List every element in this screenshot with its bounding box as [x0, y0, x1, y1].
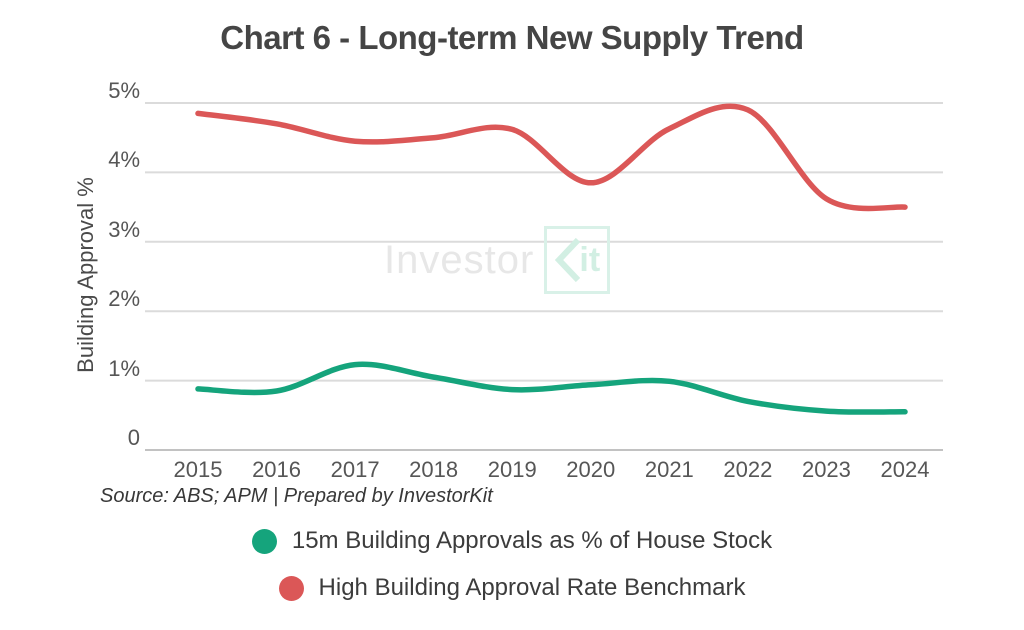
x-tick-label: 2015 [173, 457, 223, 482]
series-line-1 [195, 103, 908, 212]
source-note: Source: ABS; APM | Prepared by InvestorK… [100, 485, 493, 507]
investorkit-watermark: Investor it [384, 224, 611, 296]
legend-item-0: 15m Building Approvals as % of House Sto… [251, 524, 773, 558]
x-tick-label: 2018 [409, 457, 459, 482]
x-tick-label: 2023 [801, 457, 851, 482]
legend-dot-icon [251, 528, 277, 554]
watermark-it-text: it [579, 240, 601, 279]
chart-legend: 15m Building Approvals as % of House Sto… [0, 524, 1024, 605]
legend-dot-icon [278, 575, 304, 601]
watermark-kit-box: it [544, 226, 611, 294]
chart-title: Chart 6 - Long-term New Supply Trend [220, 19, 804, 56]
y-tick-label: 0 [127, 425, 140, 450]
x-tick-label: 2020 [566, 457, 616, 482]
y-tick-label: 4% [108, 147, 140, 173]
x-tick-label: 2021 [644, 457, 694, 482]
legend-label: High Building Approval Rate Benchmark [318, 574, 746, 601]
series-line-0 [195, 361, 908, 415]
y-tick-label: 1% [108, 355, 140, 381]
y-tick-label: 3% [108, 216, 140, 242]
y-tick-label: 5% [108, 78, 140, 103]
x-tick-label: 2024 [880, 457, 930, 482]
legend-item-1: High Building Approval Rate Benchmark [278, 571, 746, 605]
kit-k-chevron-icon [555, 237, 581, 283]
x-tick-label: 2016 [252, 457, 302, 482]
legend-label: 15m Building Approvals as % of House Sto… [291, 527, 773, 554]
y-tick-label: 2% [108, 286, 140, 312]
x-tick-label: 2019 [487, 457, 537, 482]
watermark-investor-text: Investor [384, 237, 535, 282]
x-tick-label: 2022 [723, 457, 773, 482]
x-tick-label: 2017 [330, 457, 380, 482]
